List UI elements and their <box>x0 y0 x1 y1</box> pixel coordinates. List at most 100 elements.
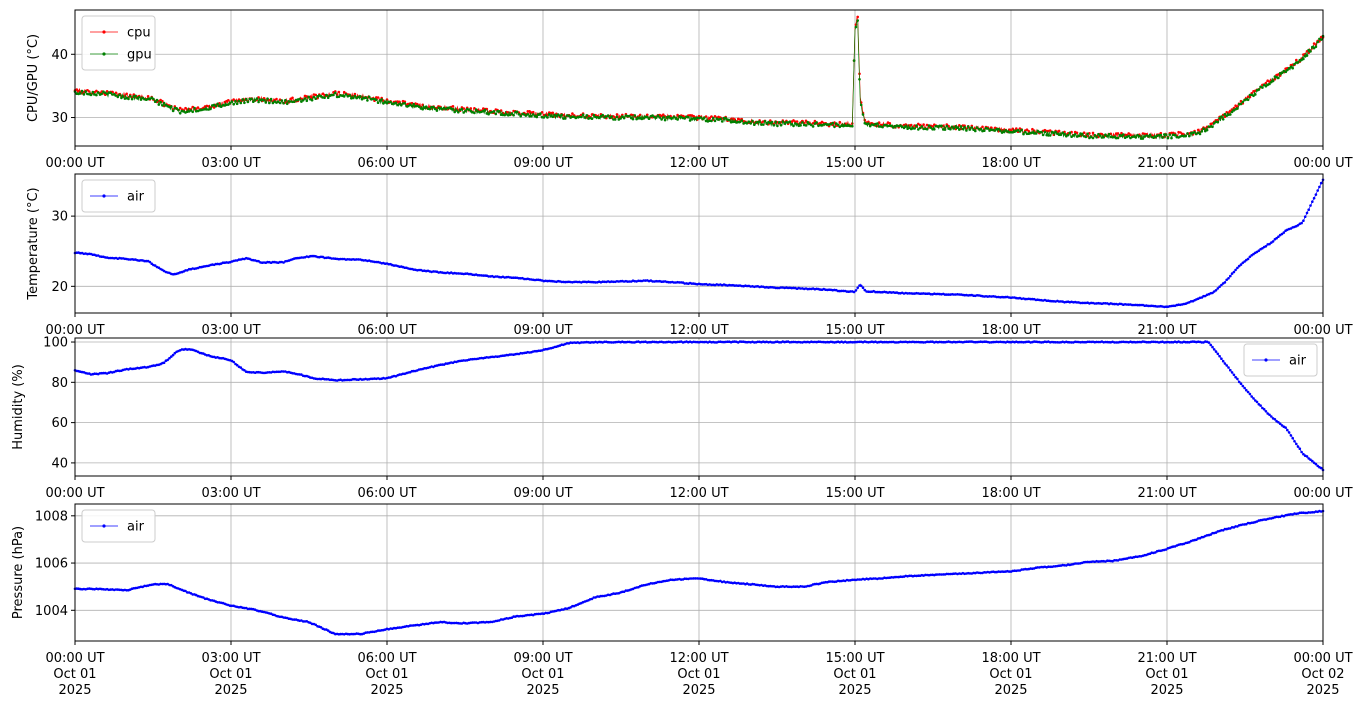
data-point <box>1164 133 1168 136</box>
data-point <box>1095 136 1098 139</box>
data-point <box>1268 82 1271 86</box>
data-point <box>1286 68 1289 72</box>
data-point <box>187 267 191 271</box>
data-point <box>112 92 116 96</box>
data-point <box>512 615 515 618</box>
data-point <box>1122 133 1125 136</box>
data-point <box>1268 413 1271 417</box>
data-point <box>833 125 836 129</box>
data-point <box>615 115 619 119</box>
data-point <box>795 120 799 123</box>
data-point <box>738 582 742 585</box>
series-points-air <box>73 178 1325 309</box>
data-point <box>1287 431 1291 434</box>
data-point <box>1218 116 1221 120</box>
data-point <box>314 97 318 100</box>
data-point <box>1282 231 1286 234</box>
data-point <box>116 95 120 99</box>
data-point <box>1220 115 1223 118</box>
data-point <box>1082 301 1086 305</box>
data-point <box>678 281 681 284</box>
data-point <box>269 97 273 101</box>
x-tick-label-line: Oct 01 <box>521 667 564 682</box>
legend-box <box>1243 343 1318 377</box>
x-tick-label: 03:00 UT <box>201 156 260 171</box>
data-point <box>945 293 949 296</box>
data-point <box>146 95 150 98</box>
data-point <box>444 107 448 111</box>
data-point <box>580 115 583 119</box>
y-axis-label: Pressure (hPa) <box>11 526 26 619</box>
data-point <box>276 370 280 374</box>
data-point <box>1077 134 1080 137</box>
data-point <box>234 99 237 103</box>
data-point <box>114 91 118 95</box>
data-point <box>590 117 594 120</box>
data-point <box>1084 135 1088 139</box>
x-tick-label: 09:00 UT <box>513 323 572 338</box>
data-point <box>348 94 351 97</box>
data-point <box>801 121 804 124</box>
data-point <box>351 377 355 381</box>
data-point <box>1229 113 1232 116</box>
legend-label-air: air <box>127 190 145 205</box>
y-tick-label: 80 <box>51 376 68 391</box>
data-point <box>341 257 344 261</box>
data-point <box>510 112 514 115</box>
x-tick-label-line: 15:00 UT <box>825 323 884 338</box>
data-point <box>1314 193 1318 196</box>
data-point <box>1214 350 1218 353</box>
data-point <box>244 97 248 101</box>
data-point <box>712 116 715 120</box>
data-point <box>120 96 123 100</box>
data-point <box>130 97 134 101</box>
y-tick-label: 100 <box>43 336 68 351</box>
x-tick-label-line: 03:00 UT <box>201 323 260 338</box>
data-point <box>280 99 284 102</box>
data-point <box>1225 278 1228 282</box>
data-point <box>792 124 795 128</box>
data-point <box>654 116 658 119</box>
data-point <box>603 340 606 344</box>
data-point <box>720 120 724 123</box>
data-point <box>178 106 182 110</box>
data-point <box>1241 261 1245 265</box>
data-point <box>1081 301 1084 305</box>
x-tick-label-line: 2025 <box>214 683 247 698</box>
data-point <box>80 89 84 93</box>
data-point <box>1220 283 1223 287</box>
data-point <box>788 120 792 123</box>
data-point <box>1293 440 1296 443</box>
data-point <box>342 95 346 98</box>
data-point <box>184 589 187 593</box>
data-point <box>1311 200 1314 203</box>
x-tick-label-line: 09:00 UT <box>513 486 572 501</box>
data-point <box>334 91 337 95</box>
data-point <box>774 120 777 124</box>
data-point <box>1209 533 1212 536</box>
x-tick-label-line: 18:00 UT <box>981 651 1040 666</box>
y-tick-label: 30 <box>51 210 68 225</box>
x-tick-label-line: 15:00 UT <box>825 156 884 171</box>
data-point <box>1261 86 1264 89</box>
data-point <box>979 128 982 131</box>
x-tick-label-line: 12:00 UT <box>669 323 728 338</box>
data-point <box>96 91 100 94</box>
data-point <box>770 120 774 124</box>
data-point <box>301 620 305 623</box>
data-point <box>1307 48 1310 52</box>
data-point <box>872 577 875 580</box>
data-point <box>1296 61 1300 64</box>
data-point <box>1266 412 1269 415</box>
data-point <box>940 124 943 128</box>
data-point <box>867 122 870 125</box>
data-point <box>975 126 979 129</box>
x-tick-label-line: Oct 01 <box>1145 667 1188 682</box>
data-point <box>868 124 872 128</box>
x-tick-label-line: Oct 01 <box>989 667 1032 682</box>
x-tick-label-line: 06:00 UT <box>357 323 416 338</box>
series-points-gpu <box>73 19 1325 140</box>
data-point <box>1227 277 1230 280</box>
data-point <box>1246 98 1250 102</box>
data-point <box>1309 50 1312 53</box>
